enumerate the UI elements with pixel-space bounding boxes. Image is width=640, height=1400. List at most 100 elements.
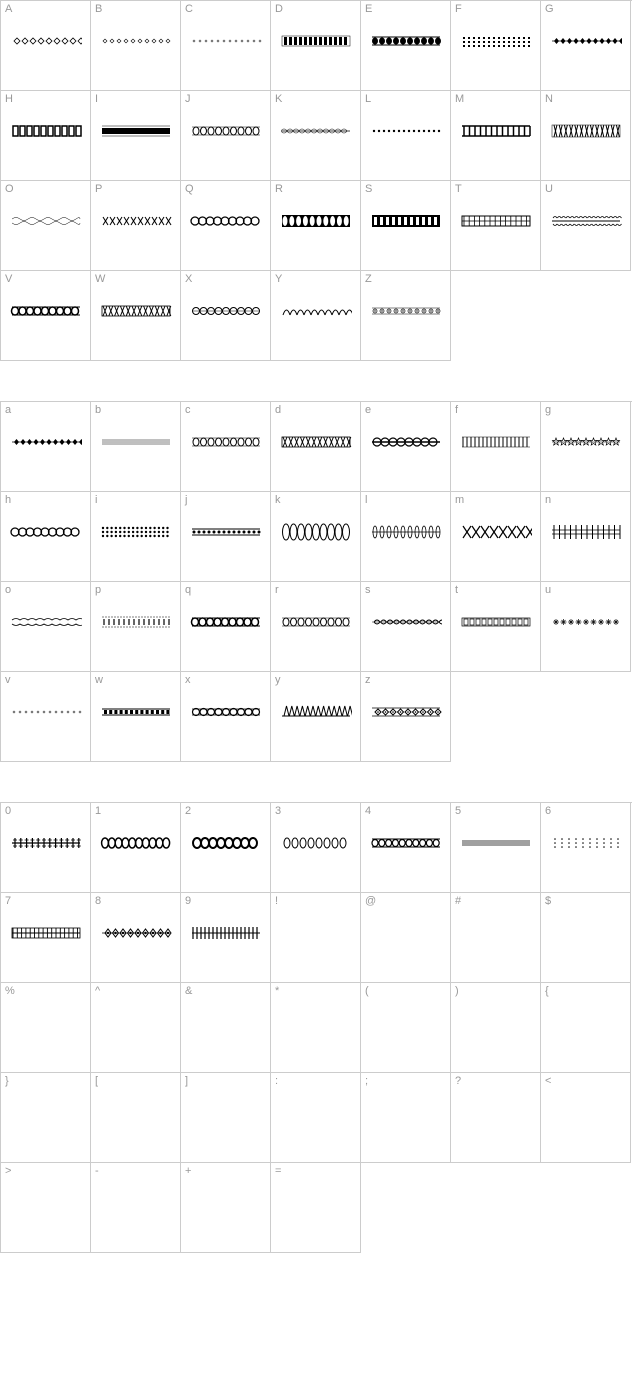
char-cell: c [181, 402, 271, 492]
glyph-rect-dense [370, 211, 442, 231]
glyph-twist [280, 121, 352, 141]
char-cell: k [271, 492, 361, 582]
char-cell: * [271, 983, 361, 1073]
char-label: & [185, 985, 192, 997]
char-cell: 1 [91, 803, 181, 893]
char-row: 789!@#$ [0, 893, 632, 983]
char-row: hijklmn [0, 492, 632, 582]
glyph-oval-thin [370, 522, 442, 542]
char-cell: W [91, 271, 181, 361]
char-label: : [275, 1075, 278, 1087]
char-row: OPQRSTU [0, 181, 632, 271]
char-label: l [365, 494, 367, 506]
char-cell: % [1, 983, 91, 1073]
char-cell: t [451, 582, 541, 672]
char-label: t [455, 584, 458, 596]
char-label: W [95, 273, 105, 285]
char-label: C [185, 3, 193, 15]
char-label: 5 [455, 805, 461, 817]
char-row: VWXYZ [0, 271, 452, 361]
char-cell: ; [361, 1073, 451, 1163]
char-cell: s [361, 582, 451, 672]
char-cell: a [1, 402, 91, 492]
char-cell: G [541, 1, 631, 91]
char-label: j [185, 494, 187, 506]
char-cell: 3 [271, 803, 361, 893]
glyph-dots-stacked [460, 31, 532, 51]
char-label: ( [365, 985, 369, 997]
glyph-bar-thick [100, 121, 172, 141]
glyph-diamond-box [370, 702, 442, 722]
char-cell: x [181, 672, 271, 762]
glyph-dots-circle [370, 301, 442, 321]
char-cell: J [181, 91, 271, 181]
glyph-chain-double [370, 833, 442, 853]
char-label: 1 [95, 805, 101, 817]
glyph-lines-thin [100, 432, 172, 452]
char-cell: > [1, 1163, 91, 1253]
char-label: ) [455, 985, 459, 997]
char-cell: ) [451, 983, 541, 1073]
char-cell: n [541, 492, 631, 582]
char-cell: 8 [91, 893, 181, 983]
glyph-rect-mesh [460, 211, 532, 231]
glyph-oval-bold [190, 833, 262, 853]
char-row: abcdefg [0, 401, 632, 492]
glyph-oval-chain [10, 522, 82, 542]
glyph-xxx-wide [460, 522, 532, 542]
char-cell: v [1, 672, 91, 762]
char-label: ^ [95, 985, 100, 997]
char-cell: o [1, 582, 91, 672]
char-label: $ [545, 895, 551, 907]
char-cell: ! [271, 893, 361, 983]
char-label: z [365, 674, 371, 686]
glyph-vert-lines [460, 432, 532, 452]
char-cell: - [91, 1163, 181, 1253]
char-row: %^&*(){ [0, 983, 632, 1073]
glyph-star-chain [550, 432, 622, 452]
char-cell: y [271, 672, 361, 762]
char-label: H [5, 93, 13, 105]
char-label: * [275, 985, 279, 997]
char-cell: q [181, 582, 271, 672]
char-cell: g [541, 402, 631, 492]
glyph-diamond-hollow [10, 31, 82, 51]
glyph-diamond-chain [550, 31, 622, 51]
glyph-xxx [100, 211, 172, 231]
char-label: P [95, 183, 102, 195]
char-cell: 9 [181, 893, 271, 983]
char-cell: b [91, 402, 181, 492]
char-label: - [95, 1165, 99, 1177]
char-cell: m [451, 492, 541, 582]
char-label: 3 [275, 805, 281, 817]
char-cell: @ [361, 893, 451, 983]
char-cell: ^ [91, 983, 181, 1073]
char-label: v [5, 674, 11, 686]
char-label: + [185, 1165, 191, 1177]
glyph-wave-double [10, 612, 82, 632]
char-label: m [455, 494, 464, 506]
glyph-dash-box [100, 612, 172, 632]
char-label: n [545, 494, 551, 506]
glyph-cross-line [10, 833, 82, 853]
char-cell: ? [451, 1073, 541, 1163]
char-label: U [545, 183, 553, 195]
char-label: f [455, 404, 458, 416]
glyph-diamond-chain [10, 432, 82, 452]
glyph-dash-thick [100, 702, 172, 722]
char-cell: e [361, 402, 451, 492]
char-cell: K [271, 91, 361, 181]
char-label: u [545, 584, 551, 596]
char-label: B [95, 3, 102, 15]
char-cell: 0 [1, 803, 91, 893]
glyph-dots-dense [100, 522, 172, 542]
glyph-geo-chain [100, 923, 172, 943]
char-label: V [5, 273, 12, 285]
char-cell: P [91, 181, 181, 271]
char-cell: & [181, 983, 271, 1073]
char-row: 0123456 [0, 802, 632, 893]
char-row: vwxyz [0, 672, 452, 762]
char-label: F [455, 3, 462, 15]
char-label: 6 [545, 805, 551, 817]
char-label: I [95, 93, 98, 105]
